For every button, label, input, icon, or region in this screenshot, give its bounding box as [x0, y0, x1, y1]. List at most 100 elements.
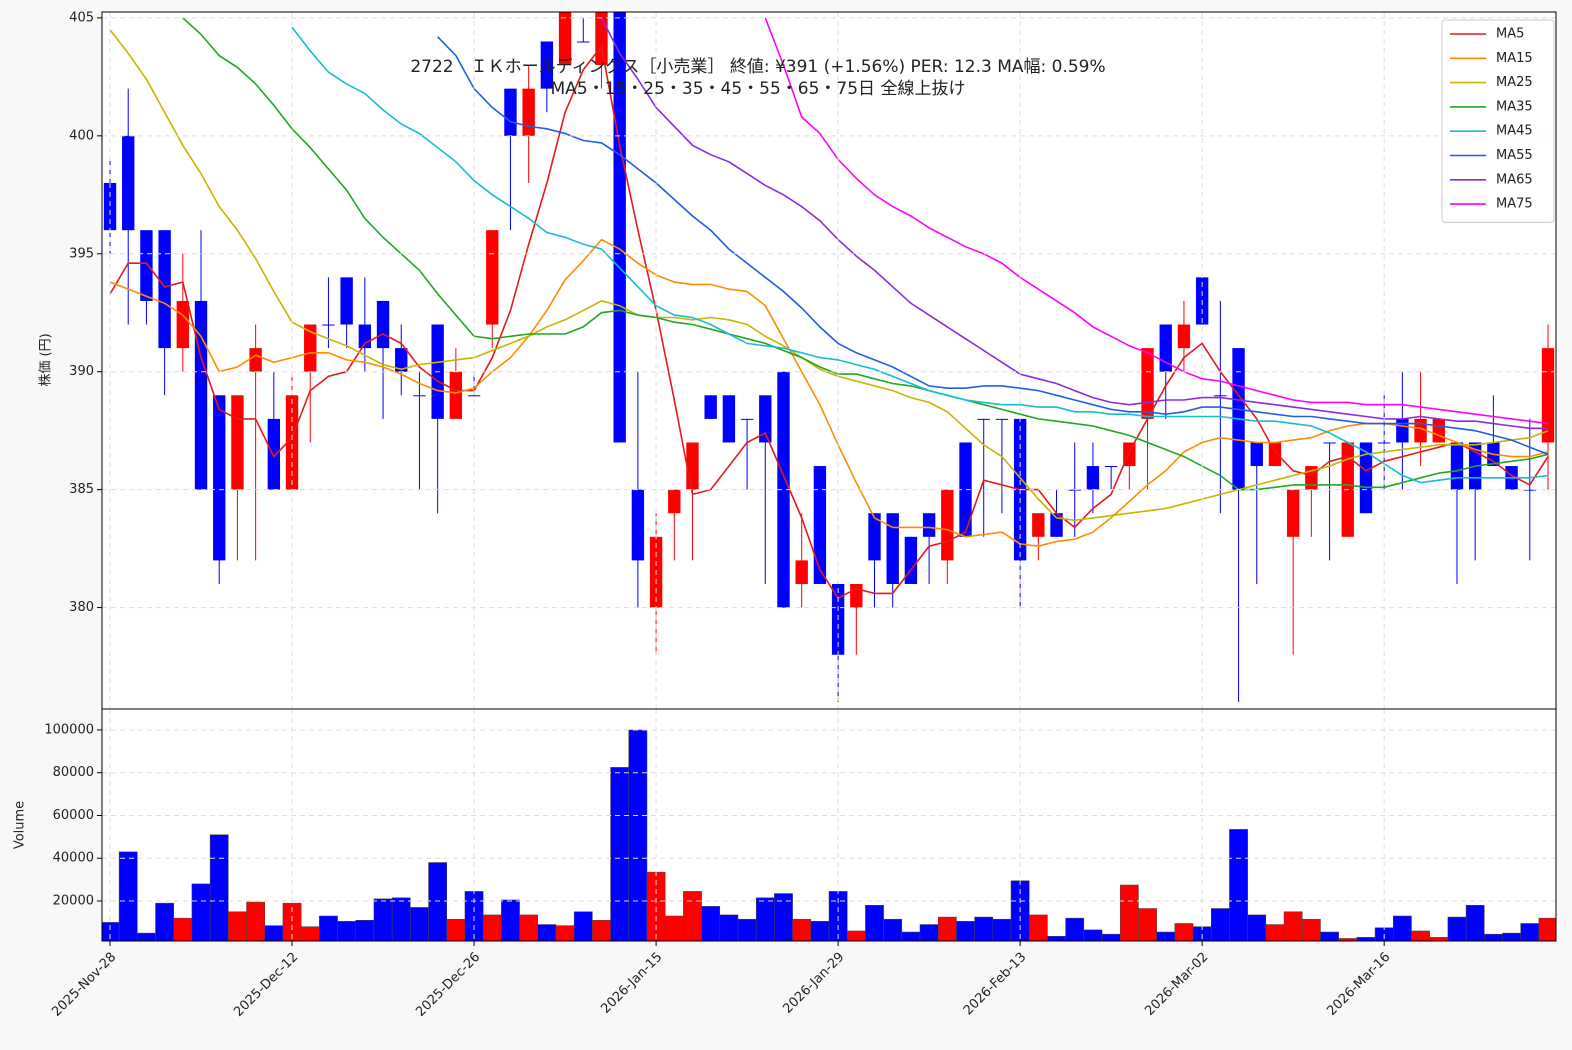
y-tick-label: 100000 — [44, 722, 94, 737]
candle-body — [1396, 418, 1409, 443]
volume-bar — [1065, 917, 1085, 941]
x-tick-label: 2026-Mar-16 — [1324, 950, 1393, 1019]
volume-bar — [1465, 905, 1485, 941]
y-tick-label: 405 — [69, 10, 94, 25]
volume-bar — [628, 729, 648, 941]
volume-bar — [1429, 937, 1449, 941]
volume-bar — [592, 920, 611, 941]
volume-bar — [446, 918, 466, 941]
volume-bar — [1138, 908, 1157, 941]
volume-bar — [555, 925, 575, 941]
volume-bar — [956, 921, 975, 941]
volume-bar — [282, 902, 302, 941]
candle-body — [813, 466, 827, 584]
ma-line — [437, 36, 1549, 456]
y-tick-label: 80000 — [53, 765, 94, 780]
volume-bar — [246, 901, 265, 941]
volume-bar — [901, 931, 921, 941]
ma-line — [291, 26, 1549, 484]
volume-bar — [937, 916, 957, 941]
volume-bar — [1302, 918, 1321, 941]
candle-body — [1323, 442, 1336, 444]
candle-body — [686, 442, 699, 490]
candle-body — [194, 300, 208, 490]
legend-label: MA5 — [1496, 27, 1524, 42]
volume-bar — [974, 916, 994, 941]
volume-bar — [137, 932, 156, 941]
candle-body — [213, 395, 226, 561]
candle-body — [631, 489, 645, 561]
candle-body — [467, 395, 481, 397]
volume-bar — [865, 905, 884, 941]
candle-body — [977, 418, 990, 420]
volume-bar — [482, 914, 502, 941]
candle-body — [613, 12, 626, 443]
y-axis-label: 株価 (円) — [39, 333, 54, 386]
volume-bar — [1484, 933, 1503, 941]
candle-body — [486, 230, 499, 325]
candle-body — [504, 88, 517, 136]
candle-body — [777, 371, 790, 608]
candle-body — [886, 513, 899, 584]
candle-body — [1286, 489, 1300, 537]
legend-label: MA45 — [1496, 124, 1533, 139]
volume-bar — [155, 902, 174, 941]
volume-bar — [519, 914, 539, 941]
volume-axis-label: Volume — [13, 801, 28, 849]
candle-body — [995, 418, 1009, 420]
candle-body — [249, 348, 262, 372]
volume-bar — [1502, 932, 1521, 941]
volume-bar — [173, 917, 193, 941]
candle-body — [1377, 442, 1391, 444]
x-tick-label: 2025-Dec-12 — [231, 950, 301, 1020]
candle-body — [850, 583, 863, 608]
volume-bar — [846, 930, 866, 941]
candle-body — [540, 41, 554, 89]
volume-bar — [610, 767, 630, 941]
volume-bar — [410, 907, 429, 941]
volume-bar — [774, 893, 793, 941]
volume-bar — [1538, 917, 1556, 941]
volume-bar — [1320, 931, 1339, 941]
volume-frame — [101, 708, 1557, 942]
candle-body — [759, 395, 772, 443]
legend-label: MA75 — [1496, 197, 1533, 212]
volume-bar — [1393, 915, 1412, 941]
volume-bar — [992, 918, 1012, 941]
volume-bar — [664, 915, 684, 941]
y-tick-label: 60000 — [53, 808, 94, 823]
volume-bar — [1156, 931, 1176, 941]
candle-body — [285, 395, 299, 490]
volume-bar — [209, 834, 229, 941]
chart-title: 2722 ＩＫホールディングス［小売業］ 終値: ¥391 (+1.56%) P… — [410, 56, 1105, 77]
volume-bar — [355, 920, 375, 941]
candle-body — [941, 489, 954, 561]
candle-body — [122, 135, 135, 231]
volume-bar — [118, 851, 138, 941]
legend-label: MA35 — [1496, 99, 1533, 114]
legend-label: MA55 — [1496, 148, 1533, 163]
volume-bar — [1101, 933, 1121, 941]
y-tick-label: 385 — [69, 482, 94, 497]
volume-bar — [1356, 937, 1376, 941]
y-tick-label: 400 — [69, 128, 94, 143]
candle-body — [704, 395, 717, 419]
volume-bar — [1447, 916, 1467, 941]
candle-body — [1177, 324, 1191, 349]
volume-bar — [228, 911, 247, 941]
volume-bar — [719, 914, 739, 941]
volume-bar — [1520, 923, 1540, 941]
x-tick-label: 2025-Nov-28 — [49, 950, 119, 1020]
volume-bar — [573, 911, 593, 941]
candle-body — [1432, 418, 1445, 443]
legend-label: MA15 — [1496, 51, 1533, 66]
candle-body — [522, 88, 535, 136]
volume-bar — [1247, 914, 1267, 941]
candle-body — [740, 418, 754, 420]
candle-body — [413, 395, 426, 397]
volume-bar — [919, 924, 939, 941]
candle-body — [1250, 442, 1263, 467]
volume-bar — [264, 925, 284, 941]
x-tick-label: 2026-Jan-15 — [598, 950, 665, 1017]
plot-area — [102, 12, 1556, 941]
